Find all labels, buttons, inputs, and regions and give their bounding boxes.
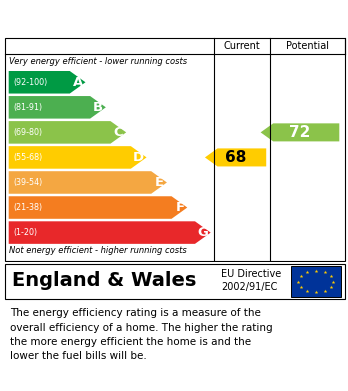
Text: Energy Efficiency Rating: Energy Efficiency Rating — [10, 9, 239, 28]
Text: (81-91): (81-91) — [13, 103, 42, 112]
Text: England & Wales: England & Wales — [12, 271, 197, 290]
Text: (39-54): (39-54) — [13, 178, 42, 187]
Text: Potential: Potential — [286, 41, 329, 50]
Text: (21-38): (21-38) — [13, 203, 42, 212]
Polygon shape — [9, 221, 211, 244]
Text: 68: 68 — [225, 150, 246, 165]
Text: E: E — [155, 176, 164, 189]
Text: A: A — [72, 76, 83, 89]
Text: The energy efficiency rating is a measure of the
overall efficiency of a home. T: The energy efficiency rating is a measur… — [10, 308, 273, 361]
Polygon shape — [9, 96, 106, 118]
Text: Very energy efficient - lower running costs: Very energy efficient - lower running co… — [9, 57, 187, 66]
Text: 72: 72 — [289, 125, 311, 140]
Text: (92-100): (92-100) — [13, 78, 47, 87]
Text: (69-80): (69-80) — [13, 128, 42, 137]
Text: D: D — [133, 151, 144, 164]
Polygon shape — [9, 71, 86, 93]
Polygon shape — [9, 121, 126, 143]
Bar — [291, 266, 341, 297]
Text: (55-68): (55-68) — [13, 153, 42, 162]
Text: EU Directive
2002/91/EC: EU Directive 2002/91/EC — [221, 269, 281, 292]
Text: G: G — [197, 226, 208, 239]
Text: Not energy efficient - higher running costs: Not energy efficient - higher running co… — [9, 246, 187, 255]
Polygon shape — [9, 146, 147, 169]
Text: B: B — [93, 101, 103, 114]
Polygon shape — [9, 171, 167, 194]
Text: C: C — [114, 126, 124, 139]
Polygon shape — [261, 123, 339, 142]
Polygon shape — [9, 196, 187, 219]
Text: (1-20): (1-20) — [13, 228, 37, 237]
Polygon shape — [205, 149, 266, 167]
Text: Current: Current — [223, 41, 260, 50]
Text: F: F — [175, 201, 184, 214]
